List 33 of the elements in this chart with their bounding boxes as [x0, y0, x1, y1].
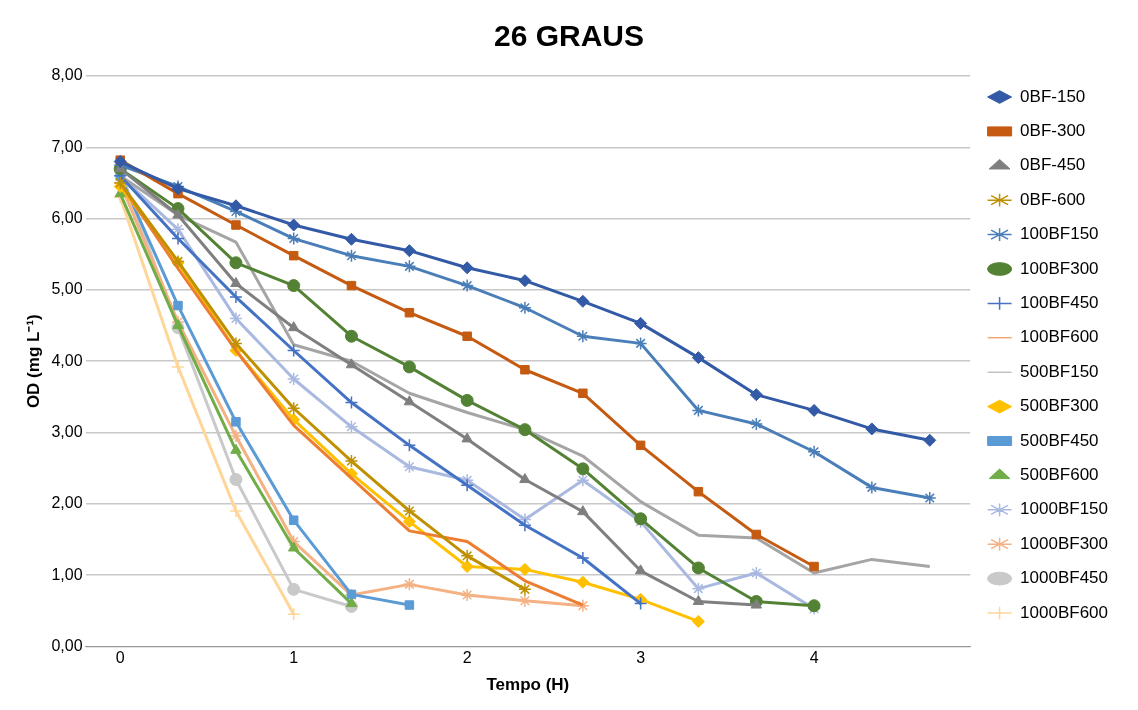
legend-label: 100BF300 [1020, 258, 1099, 278]
x-tick-label: 3 [636, 649, 646, 667]
chart-title: 26 GRAUS [493, 19, 645, 53]
legend-label: 1000BF300 [1020, 533, 1108, 553]
legend-label: 500BF600 [1020, 465, 1099, 485]
x-tick-label: 4 [809, 649, 819, 667]
y-tick-label: 5,00 [51, 280, 83, 298]
legend-label: 0BF-450 [1020, 155, 1086, 175]
y-axis-title: OD (mg L⁻¹) [23, 314, 43, 409]
legend-label: 1000BF450 [1020, 568, 1108, 588]
x-tick-label: 2 [462, 649, 472, 667]
legend-label: 0BF-600 [1020, 189, 1086, 209]
legend-label: 0BF-300 [1020, 121, 1086, 141]
y-tick-label: 6,00 [51, 209, 83, 227]
legend-label: 0BF-150 [1020, 86, 1086, 106]
legend-label: 100BF600 [1020, 327, 1099, 347]
x-tick-label: 1 [289, 649, 299, 667]
legend-label: 100BF450 [1020, 293, 1099, 313]
y-tick-label: 3,00 [51, 422, 83, 440]
y-tick-label: 4,00 [51, 351, 83, 369]
y-tick-label: 7,00 [51, 137, 83, 155]
legend-label: 500BF150 [1020, 361, 1099, 381]
legend-label: 500BF450 [1020, 430, 1099, 450]
y-tick-label: 0,00 [51, 636, 83, 654]
legend-label: 1000BF150 [1020, 499, 1108, 519]
legend-label: 100BF150 [1020, 224, 1099, 244]
y-tick-label: 2,00 [51, 494, 83, 512]
legend-label: 1000BF600 [1020, 602, 1108, 622]
legend-label: 500BF300 [1020, 396, 1099, 416]
y-tick-label: 8,00 [51, 66, 83, 84]
y-tick-label: 1,00 [51, 565, 83, 583]
x-tick-label: 0 [115, 649, 125, 667]
x-axis-title: Tempo (H) [486, 675, 570, 695]
